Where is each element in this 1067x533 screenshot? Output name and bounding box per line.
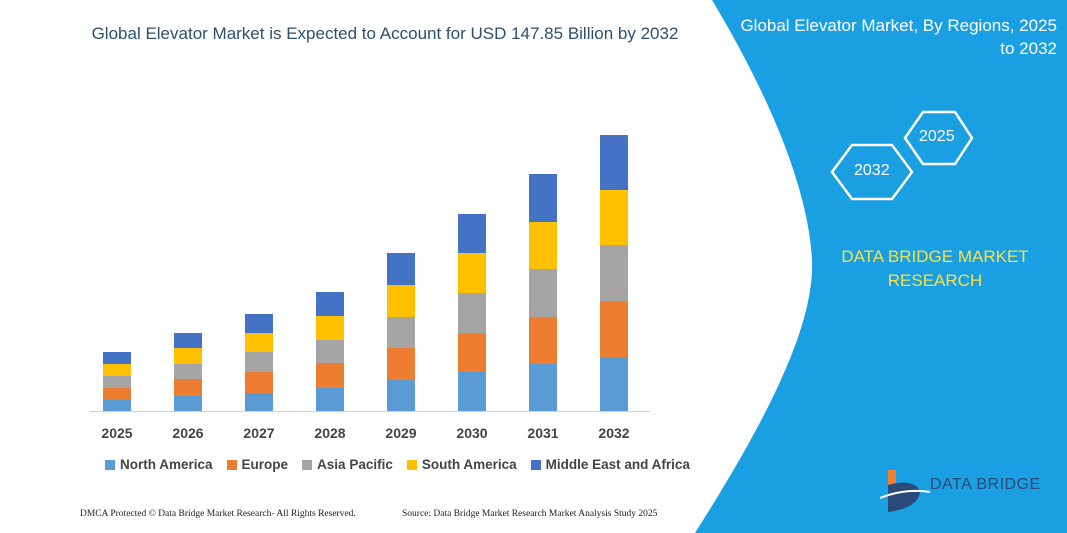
x-tick-label: 2028 [314, 425, 345, 441]
bar-2027-asia-pacific [245, 352, 273, 372]
bar-2030-asia-pacific [458, 293, 486, 333]
bar-2025-north-america [103, 400, 131, 411]
bar-2031-asia-pacific [529, 269, 557, 317]
bar-2031-south-america [529, 222, 557, 269]
bar-2029-asia-pacific [387, 317, 415, 348]
bar-2026-middle-east-and-africa [174, 333, 202, 348]
legend-swatch [105, 459, 115, 470]
legend-item: Europe [226, 457, 289, 472]
legend-label: Middle East and Africa [545, 457, 690, 472]
legend-item: Middle East and Africa [530, 457, 690, 472]
bar-2029-middle-east-and-africa [387, 253, 415, 285]
hex-label-2025: 2025 [919, 128, 955, 145]
bar-2028-europe [316, 363, 344, 388]
bar-2030-north-america [458, 372, 486, 411]
legend-label: South America [421, 457, 517, 472]
footer-copyright: DMCA Protected © Data Bridge Market Rese… [80, 509, 356, 519]
side-panel-title: Global Elevator Market, By Regions, 2025… [740, 16, 1057, 58]
x-tick-label: 2027 [243, 425, 274, 441]
legend-item: North America [105, 457, 213, 472]
bar-2028-asia-pacific [316, 340, 344, 363]
bar-2027-south-america [245, 333, 273, 352]
bar-2025-south-america [103, 364, 131, 376]
bar-2030-europe [458, 333, 486, 372]
logo-text: DATA BRIDGE [930, 476, 1041, 493]
bar-2030-south-america [458, 253, 486, 293]
legend-swatch [226, 459, 237, 470]
bar-2029-south-america [387, 285, 415, 317]
x-tick-label: 2026 [172, 425, 203, 441]
bar-2025-europe [103, 388, 131, 400]
x-tick-labels: 2025 2026 2027 2028 2029 2030 2031 2032 [101, 425, 629, 441]
bars [103, 135, 628, 411]
legend-swatch [302, 459, 313, 470]
bar-2025-asia-pacific [103, 376, 131, 388]
bar-2031-europe [529, 317, 557, 364]
bar-2027-middle-east-and-africa [245, 314, 273, 333]
legend-item: South America [406, 457, 517, 472]
bar-2030-middle-east-and-africa [458, 214, 486, 253]
legend-label: Europe [241, 457, 289, 472]
x-tick-label: 2031 [527, 425, 558, 441]
legend: North America Europe Asia Pacific South Ame… [105, 457, 690, 472]
legend-label: North America [120, 457, 213, 472]
bar-2028-north-america [316, 388, 344, 411]
logo-icon [879, 470, 931, 512]
bar-2027-europe [245, 372, 273, 393]
bar-2028-south-america [316, 316, 344, 340]
bar-2032-europe [600, 301, 628, 357]
hex-label-2032: 2032 [854, 162, 890, 179]
x-tick-label: 2029 [385, 425, 416, 441]
bar-2032-middle-east-and-africa [600, 135, 628, 190]
bar-2029-north-america [387, 380, 415, 411]
x-tick-label: 2025 [101, 425, 132, 441]
x-tick-label: 2030 [456, 425, 487, 441]
legend-item: Asia Pacific [302, 457, 393, 472]
bar-2025-middle-east-and-africa [103, 352, 131, 364]
bar-2027-north-america [245, 393, 273, 411]
bar-2026-asia-pacific [174, 364, 202, 379]
bar-2031-north-america [529, 364, 557, 411]
brand-text: DATA BRIDGE MARKET RESEARCH [841, 247, 1029, 290]
bar-2032-south-america [600, 190, 628, 245]
bar-2031-middle-east-and-africa [529, 174, 557, 222]
hexagon-2025 [903, 110, 974, 166]
x-tick-label: 2032 [598, 425, 629, 441]
bar-2026-south-america [174, 348, 202, 364]
bar-2032-asia-pacific [600, 245, 628, 301]
legend-swatch [406, 459, 417, 470]
bar-2026-europe [174, 379, 202, 396]
bar-2029-europe [387, 348, 415, 380]
bar-2032-north-america [600, 357, 628, 411]
bar-2028-middle-east-and-africa [316, 292, 344, 316]
legend-label: Asia Pacific [317, 457, 393, 472]
bar-2026-north-america [174, 396, 202, 411]
footer-source: Source: Data Bridge Market Research Mark… [402, 509, 658, 519]
chart-title: Global Elevator Market is Expected to Ac… [91, 24, 679, 43]
side-panel-shape [695, 0, 1067, 533]
legend-swatch [530, 459, 541, 470]
hexagon-2032 [830, 143, 914, 201]
